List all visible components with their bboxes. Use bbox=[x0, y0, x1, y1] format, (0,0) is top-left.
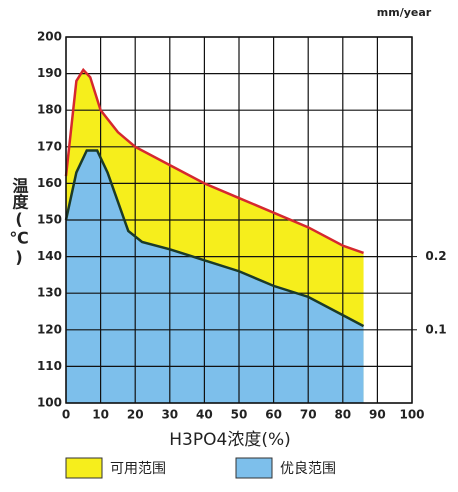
x-axis-label: H3PO4浓度(%) bbox=[169, 430, 290, 450]
legend-swatch bbox=[235, 457, 273, 479]
series-line bbox=[64, 149, 365, 328]
x-tick-label: 30 bbox=[161, 408, 178, 422]
series-line bbox=[64, 67, 364, 255]
x-tick-label: 80 bbox=[334, 408, 351, 422]
y-tick-label: 120 bbox=[37, 322, 62, 336]
y2-unit: mm/year bbox=[377, 6, 432, 19]
legend-label: 优良范围 bbox=[280, 460, 336, 477]
legend-label: 可用范围 bbox=[110, 460, 166, 477]
y-tick-label: 100 bbox=[37, 396, 62, 410]
x-tick-label: 10 bbox=[92, 408, 109, 422]
x-tick-label: 60 bbox=[265, 408, 282, 422]
y-tick-label: 160 bbox=[37, 176, 62, 190]
y-tick-label: 200 bbox=[37, 30, 62, 44]
legend-swatch bbox=[65, 457, 103, 479]
y-tick-label: 140 bbox=[37, 249, 62, 263]
plot-frame bbox=[65, 36, 413, 404]
y-tick-label: 110 bbox=[37, 359, 62, 373]
x-tick-label: 50 bbox=[231, 408, 248, 422]
x-tick-label: 90 bbox=[369, 408, 386, 422]
y-tick-label: 130 bbox=[37, 286, 62, 300]
x-tick-label: 100 bbox=[399, 408, 424, 422]
y-tick-label: 180 bbox=[37, 103, 62, 117]
y-axis-label: 温度(℃) bbox=[9, 178, 29, 267]
y-tick-label: 170 bbox=[37, 139, 62, 153]
y2-tick-label: 0.1 bbox=[425, 322, 446, 336]
area-fill bbox=[66, 150, 364, 403]
y2-tick-label: 0.2 bbox=[425, 249, 446, 263]
x-tick-label: 0 bbox=[62, 408, 70, 422]
x-tick-label: 40 bbox=[196, 408, 213, 422]
x-tick-label: 70 bbox=[300, 408, 317, 422]
y-tick-label: 150 bbox=[37, 213, 62, 227]
x-tick-label: 20 bbox=[127, 408, 144, 422]
y-tick-label: 190 bbox=[37, 66, 62, 80]
